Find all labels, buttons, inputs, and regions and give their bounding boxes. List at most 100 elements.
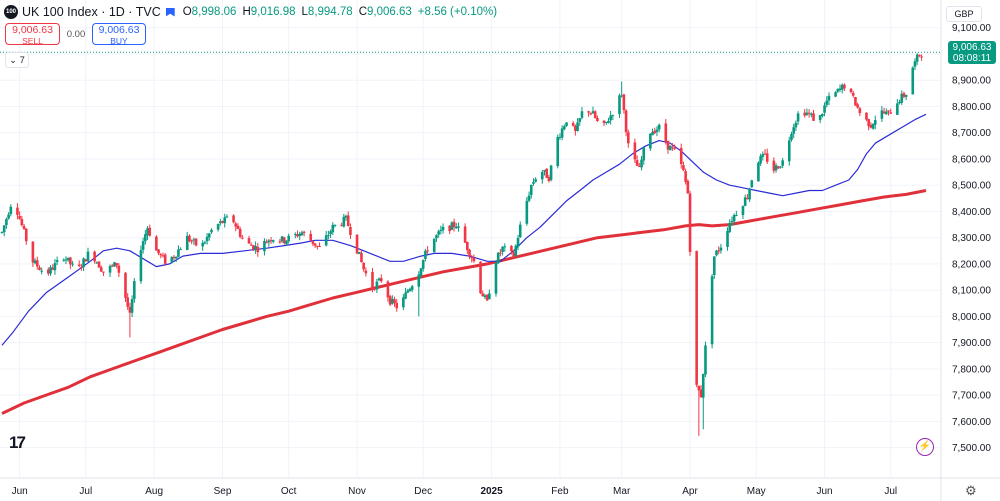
candle-body (395, 302, 399, 309)
candle-body (38, 267, 41, 271)
candle-body (269, 240, 273, 242)
candle-body (525, 200, 529, 224)
candle-body (172, 256, 176, 259)
candle-body (803, 112, 807, 116)
candle-body (810, 113, 813, 115)
candle-body (699, 389, 703, 398)
candle-body (241, 237, 244, 239)
candle-body (318, 246, 321, 248)
close-key: C (358, 6, 367, 18)
candle-body (316, 245, 319, 247)
candle-body (177, 249, 180, 257)
candle-body (787, 140, 791, 162)
candle-body (102, 271, 105, 273)
indicators-toggle-button[interactable]: ⌄ 7 (5, 52, 29, 68)
time-tick-label: Aug (145, 486, 163, 497)
candle-body (867, 119, 870, 127)
ohlc-values: O8,998.06 H9,016.98 L8,994.78 C9,006.63 … (183, 6, 497, 18)
candle-body (479, 261, 482, 294)
candle-body (836, 88, 840, 92)
candle-body (267, 240, 271, 243)
candle-body (529, 184, 533, 196)
candle-body (715, 250, 718, 256)
gear-icon[interactable]: ⚙ (965, 483, 977, 498)
ma-slow-path (1, 189, 927, 415)
candle-body (818, 115, 822, 121)
last-price-value: 9,006.63 (952, 42, 992, 53)
candle-body (719, 247, 723, 251)
candle-body (666, 140, 670, 150)
price-tick-label: 7,800.00 (952, 364, 991, 375)
bookmark-flag-icon[interactable] (165, 7, 175, 17)
candle-body (280, 236, 284, 242)
close-value: 9,006.63 (367, 6, 412, 18)
candle-body (128, 306, 132, 313)
candle-body (174, 256, 178, 259)
change-value: +8.56 (+0.10%) (417, 6, 498, 18)
candle-body (682, 165, 685, 171)
candle-body (55, 260, 59, 263)
candle-body (144, 234, 147, 242)
candle-body (488, 293, 491, 300)
candle-body (549, 165, 553, 180)
candle-body (329, 231, 332, 235)
candle-body (593, 111, 597, 118)
candle-body (587, 111, 590, 113)
candle-body (437, 231, 440, 235)
price-tick-label: 8,200.00 (952, 259, 991, 270)
candle-body (238, 229, 242, 237)
symbol-title[interactable]: UK 100 Index · 1D · TVC (22, 5, 161, 19)
time-tick-label: Sep (214, 486, 232, 497)
candle-body (466, 242, 469, 251)
candle-body (911, 67, 915, 95)
candle-body (349, 226, 352, 235)
candle-body (293, 234, 297, 236)
candle-body (346, 215, 350, 227)
candle-body (388, 296, 392, 305)
time-tick-label: Feb (551, 486, 569, 497)
time-tick-label: Mar (613, 486, 631, 497)
candle-body (741, 206, 745, 216)
candle-body (71, 263, 74, 265)
candle-body (357, 252, 361, 254)
tradingview-logo-icon[interactable]: 17 (9, 433, 26, 452)
candle-body (99, 267, 103, 272)
time-tick-label: Jun (12, 486, 28, 497)
candle-body (161, 255, 165, 257)
candle-body (53, 263, 57, 271)
open-value: 8,998.06 (191, 6, 237, 18)
candle-body (496, 252, 500, 264)
candle-body (750, 180, 754, 188)
candle-body (620, 95, 623, 97)
candle-body (560, 128, 564, 138)
bar-countdown: 08:08:11 (952, 53, 992, 64)
candle-body (424, 250, 427, 260)
candle-body (247, 238, 251, 244)
candle-body (391, 298, 394, 304)
candle-body (534, 179, 537, 182)
indicators-count: 7 (19, 55, 25, 65)
candle-body (252, 245, 255, 250)
candle-body (885, 111, 888, 115)
ma-slow-line (1, 189, 927, 415)
buy-button[interactable]: 9,006.63 BUY (92, 23, 146, 46)
grid (0, 0, 940, 478)
sell-button[interactable]: 9,006.63 SELL (5, 23, 60, 46)
lightning-icon[interactable]: ⚡ (916, 438, 934, 456)
price-tick-label: 8,100.00 (952, 286, 991, 297)
time-tick-label: Oct (281, 486, 297, 497)
candle-body (635, 160, 639, 166)
candle-body (880, 110, 884, 119)
candle-body (108, 265, 112, 273)
candle-body (324, 235, 328, 246)
candle-body (205, 236, 209, 242)
currency-selector[interactable]: GBP (946, 6, 982, 22)
candle-body (0, 231, 4, 233)
high-key: H (242, 6, 251, 18)
candle-body (408, 288, 412, 292)
candle-body (86, 251, 90, 262)
low-value: 8,994.78 (307, 6, 353, 18)
candle-body (265, 242, 268, 244)
candle-body (827, 95, 831, 101)
